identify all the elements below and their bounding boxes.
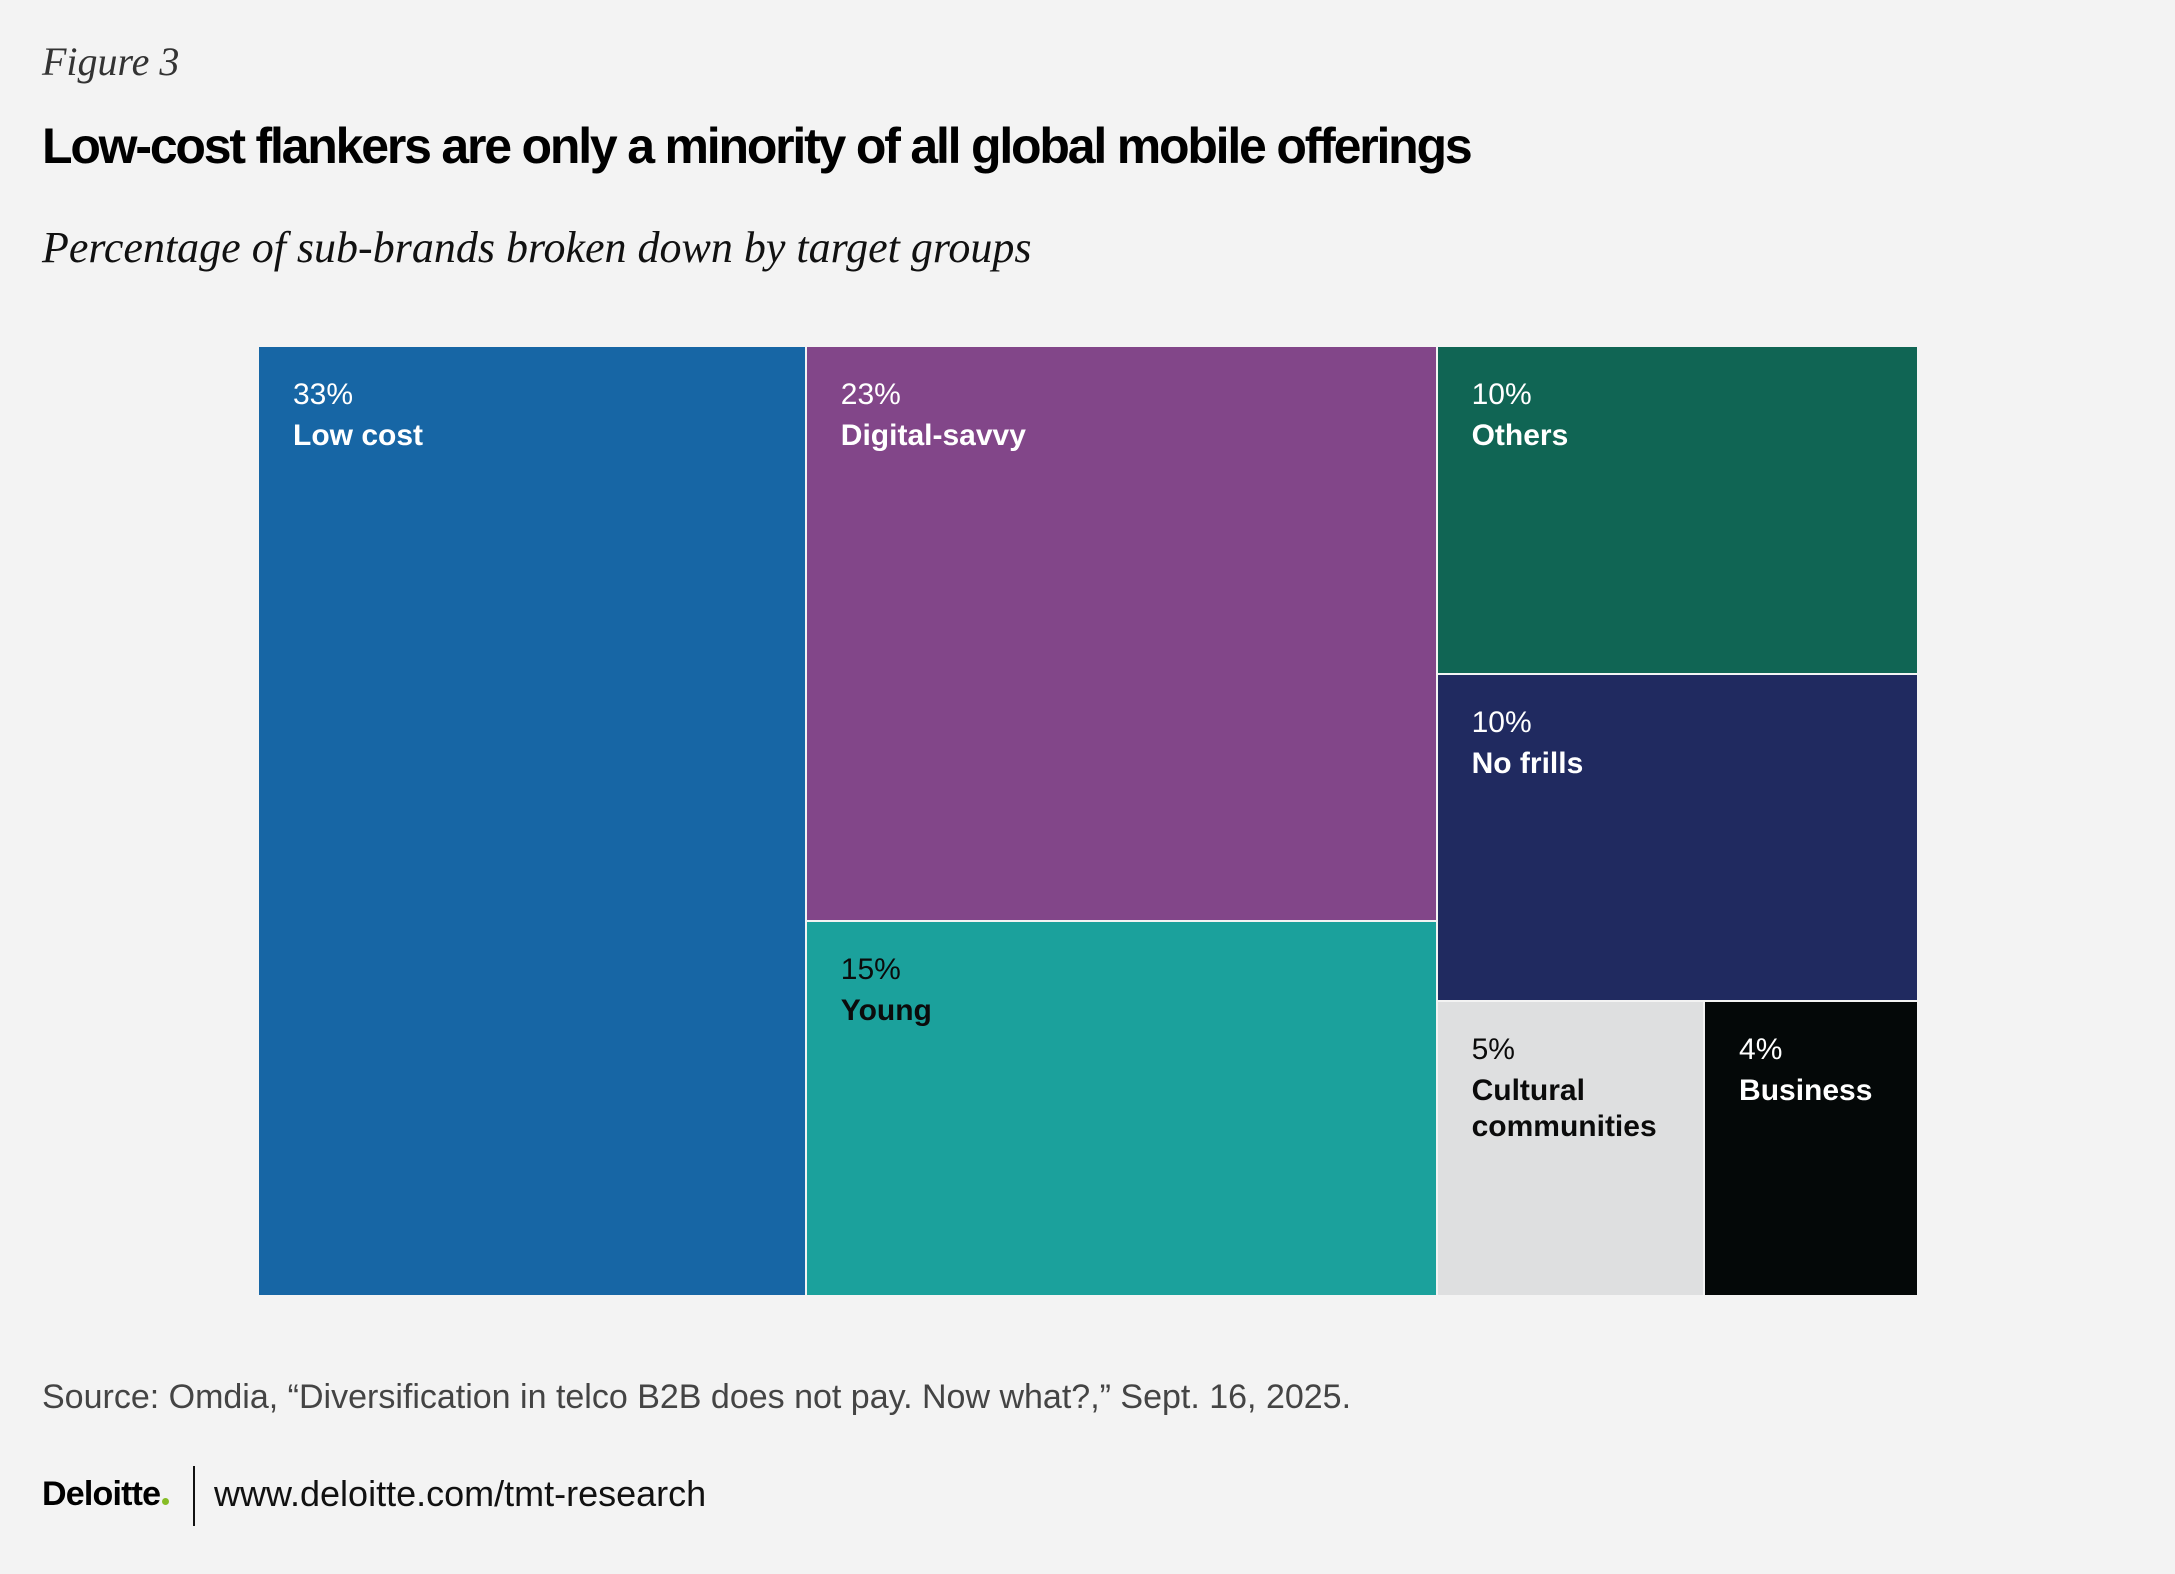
tile-value-label: 10% xyxy=(1471,378,1532,411)
figure-label: Figure 3 xyxy=(42,39,180,84)
tile-category-label: Cultural communities xyxy=(1471,1074,1657,1144)
treemap-chart: 33% Low cost 23% Digital-savvy 15% Young 10% Ot… xyxy=(258,346,1918,1296)
source-note: Source: Omdia, “Diversification in telco… xyxy=(42,1378,1352,1416)
tile-category-label: Others xyxy=(1471,419,1569,452)
tile-category-label: No frills xyxy=(1471,746,1584,780)
tile-value-label: 10% xyxy=(1471,705,1532,739)
tile-category-label: Young xyxy=(840,994,932,1027)
treemap-tile-business: 4% Business xyxy=(1704,1001,1918,1296)
logo-dot-icon xyxy=(162,1498,170,1505)
treemap-tile-low-cost: 33% Low cost xyxy=(258,346,806,1296)
footer-url[interactable]: www.deloitte.com/tmt-research xyxy=(214,1473,707,1514)
chart-title: Low-cost flankers are only a minority of… xyxy=(42,118,1473,174)
tile-category-label: Business xyxy=(1739,1074,1873,1108)
tile-category-label: Digital-savvy xyxy=(840,419,1026,452)
treemap-tile-others: 10% Others xyxy=(1436,346,1918,674)
tile-value-label: 15% xyxy=(840,953,901,986)
tile-value-label: 23% xyxy=(840,378,901,411)
treemap-tile-digital-savvy: 23% Digital-savvy xyxy=(805,346,1437,921)
treemap-tile-no-frills: 10% No frills xyxy=(1436,673,1918,1002)
tile-value-label: 5% xyxy=(1471,1033,1515,1067)
treemap-tile-young: 15% Young xyxy=(805,921,1437,1296)
deloitte-logo: Deloitte xyxy=(42,1475,170,1514)
tile-value-label: 4% xyxy=(1739,1033,1783,1067)
deloitte-logo-text: Deloitte xyxy=(42,1475,161,1513)
tile-category-label: Low cost xyxy=(293,419,424,452)
footer-divider xyxy=(193,1466,195,1526)
tile-value-label: 33% xyxy=(293,378,354,411)
treemap-tile-cultural-communities: 5% Cultural communities xyxy=(1436,1001,1705,1296)
chart-subtitle: Percentage of sub-brands broken down by … xyxy=(42,223,1032,272)
